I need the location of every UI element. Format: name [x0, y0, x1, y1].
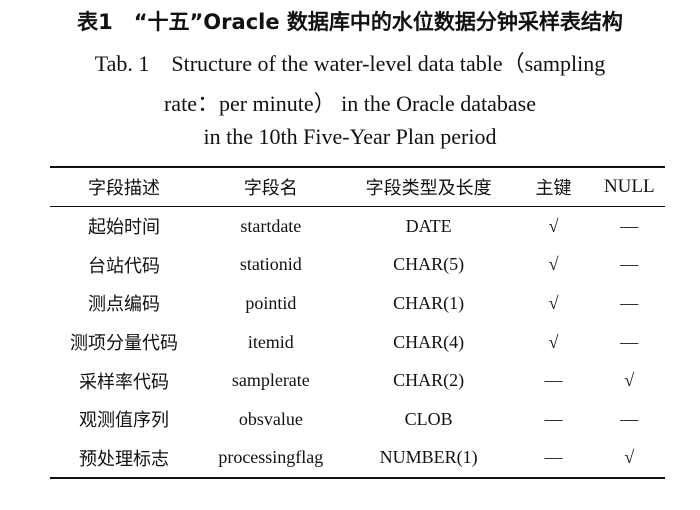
cell-null: — — [620, 331, 639, 352]
table-row: 台站代码 stationid CHAR(5) √ — — [50, 246, 665, 285]
cell-null: — — [620, 408, 639, 429]
table-row: 测项分量代码 itemid CHAR(4) √ — — [50, 323, 665, 362]
table-row: 观测值序列 obsvalue CLOB — — — [50, 400, 665, 439]
cell-field-name: itemid — [247, 331, 294, 352]
header-null: NULL — [603, 176, 655, 197]
caption-chinese: 表1 “十五”Oracle 数据库中的水位数据分钟采样表结构 — [77, 10, 623, 34]
cell-null: √ — [624, 370, 635, 391]
cell-primary-key: √ — [548, 215, 559, 236]
header-field-type: 字段类型及长度 — [365, 178, 492, 199]
cell-primary-key: — — [544, 447, 563, 468]
cell-type: CHAR(2) — [393, 370, 465, 391]
cell-type: DATE — [405, 215, 452, 236]
cell-description: 预处理标志 — [78, 448, 169, 470]
cell-field-name: startdate — [240, 215, 302, 236]
cell-description: 观测值序列 — [78, 410, 169, 432]
cell-null: — — [620, 254, 639, 275]
table-row: 采样率代码 samplerate CHAR(2) — √ — [50, 361, 665, 400]
header-field-description: 字段描述 — [87, 178, 160, 199]
cell-description: 起始时间 — [87, 217, 160, 239]
data-table: 字段描述 字段名 字段类型及长度 主键 NULL 起始时间 startdate DA… — [50, 166, 665, 480]
cell-field-name: processingflag — [218, 447, 324, 468]
cell-null: — — [620, 292, 639, 313]
table-row: 测点编码 pointid CHAR(1) √ — — [50, 284, 665, 323]
cell-description: 台站代码 — [87, 255, 160, 277]
cell-field-name: stationid — [239, 254, 302, 275]
table-row: 预处理标志 processingflag NUMBER(1) — √ — [50, 439, 665, 479]
cell-primary-key: — — [544, 408, 563, 429]
cell-type: CLOB — [404, 408, 453, 429]
cell-primary-key: √ — [548, 254, 559, 275]
cell-primary-key: √ — [548, 292, 559, 313]
header-primary-key: 主键 — [535, 178, 572, 199]
cell-primary-key: — — [544, 370, 563, 391]
header-row: 字段描述 字段名 字段类型及长度 主键 NULL — [50, 167, 665, 207]
cell-type: NUMBER(1) — [379, 447, 478, 468]
table-row: 起始时间 startdate DATE √ — — [50, 207, 665, 246]
cell-description: 测项分量代码 — [69, 333, 178, 355]
cell-primary-key: √ — [548, 331, 559, 352]
caption-english-line-3: in the 10th Five-Year Plan period — [203, 124, 497, 149]
cell-field-name: samplerate — [231, 370, 310, 391]
cell-null: — — [620, 215, 639, 236]
cell-field-name: pointid — [245, 292, 297, 313]
cell-description: 采样率代码 — [78, 371, 169, 393]
cell-type: CHAR(1) — [393, 292, 465, 313]
cell-description: 测点编码 — [87, 294, 160, 316]
cell-type: CHAR(5) — [393, 254, 465, 275]
caption-english-line-2: rate：per minute） in the Oracle database — [163, 91, 536, 116]
cell-field-name: obsvalue — [238, 408, 303, 429]
cell-type: CHAR(4) — [393, 331, 465, 352]
header-field-name: 字段名 — [243, 178, 298, 199]
cell-null: √ — [624, 447, 635, 468]
caption-english-line-1: Tab. 1 Structure of the water-level data… — [94, 51, 606, 76]
